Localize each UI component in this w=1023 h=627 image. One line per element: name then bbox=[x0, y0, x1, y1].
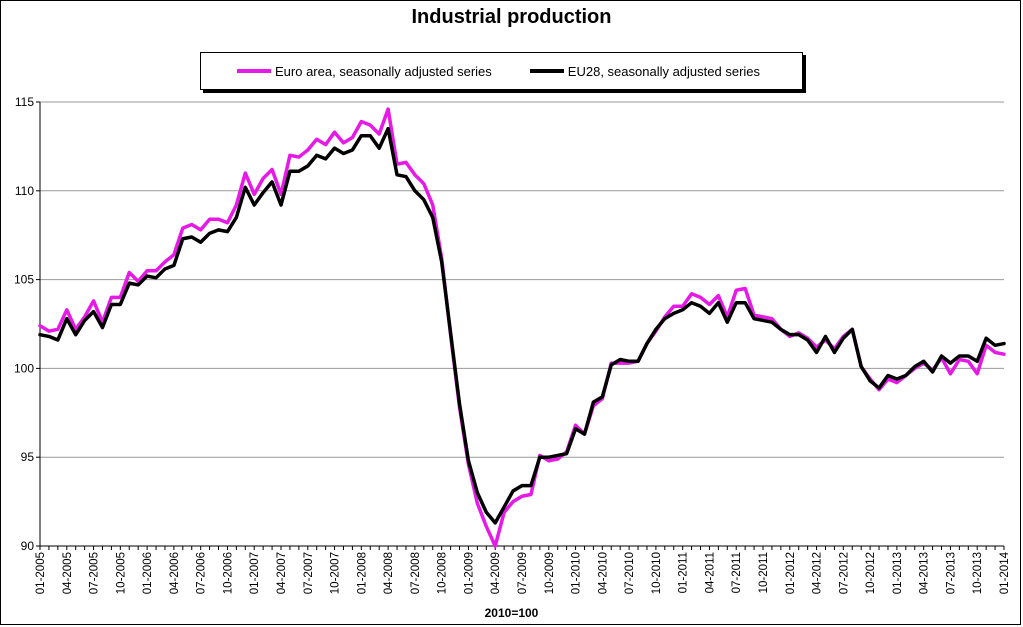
x-axis-label: 2010=100 bbox=[484, 606, 539, 620]
x-tick-label: 07-2008 bbox=[410, 552, 422, 594]
x-tick-label: 10-2009 bbox=[544, 552, 556, 594]
legend: Euro area, seasonally adjusted series EU… bbox=[200, 52, 803, 90]
x-tick-label: 04-2006 bbox=[169, 552, 181, 594]
legend-swatch-eu28 bbox=[529, 69, 564, 73]
gridlines bbox=[40, 101, 1004, 458]
x-tick-label: 01-2008 bbox=[356, 552, 368, 594]
y-tick-label: 90 bbox=[21, 539, 35, 553]
x-tick-label: 04-2008 bbox=[383, 552, 395, 594]
x-tick-label: 07-2007 bbox=[303, 552, 315, 594]
x-tick-label: 07-2010 bbox=[624, 552, 636, 594]
x-tick-label: 01-2007 bbox=[249, 552, 261, 594]
x-tick-label: 04-2011 bbox=[704, 552, 716, 593]
legend-item-euro-area: Euro area, seasonally adjusted series bbox=[237, 64, 492, 79]
series-line-eu28 bbox=[38, 126, 1006, 525]
x-tick-label: 07-2011 bbox=[731, 552, 743, 593]
x-tick-label: 01-2011 bbox=[678, 552, 690, 593]
legend-label-euro-area: Euro area, seasonally adjusted series bbox=[275, 63, 492, 79]
legend-swatch-euro-area bbox=[237, 69, 271, 73]
series-lines bbox=[38, 107, 1006, 548]
x-tick-label: 04-2010 bbox=[597, 552, 609, 594]
x-tick-label: 07-2012 bbox=[838, 552, 850, 594]
x-tick-label: 10-2008 bbox=[437, 552, 449, 594]
x-tick-label: 10-2006 bbox=[222, 552, 234, 594]
chart-title: Industrial production bbox=[411, 6, 612, 28]
x-tick-label: 07-2009 bbox=[517, 552, 529, 594]
x-tick-label: 01-2009 bbox=[463, 552, 475, 594]
y-tick-label: 110 bbox=[15, 184, 34, 198]
x-tick-label: 07-2005 bbox=[89, 552, 101, 594]
x-tick-label: 10-2010 bbox=[651, 552, 663, 594]
x-tick-label: 04-2005 bbox=[62, 552, 74, 594]
axes: 90 95 100 105 110 115 01-2005 04-2005 07-2005 10-… bbox=[14, 95, 1011, 594]
x-tick-label: 10-2012 bbox=[865, 552, 877, 594]
x-tick-label: 07-2013 bbox=[945, 552, 957, 594]
x-tick-label: 10-2013 bbox=[972, 552, 984, 594]
x-tick-label: 10-2007 bbox=[330, 552, 342, 594]
x-tick-label: 10-2005 bbox=[115, 552, 127, 594]
legend-item-eu28: EU28, seasonally adjusted series bbox=[529, 63, 761, 79]
x-tick-label: 01-2013 bbox=[892, 552, 904, 594]
y-tick-label: 100 bbox=[14, 361, 34, 375]
x-tick-label: 01-2010 bbox=[571, 552, 583, 594]
legend-label-eu28: EU28, seasonally adjusted series bbox=[567, 63, 761, 79]
y-tick-label: 105 bbox=[14, 273, 34, 287]
x-tick-label: 01-2014 bbox=[999, 551, 1011, 594]
x-tick-label: 04-2013 bbox=[919, 552, 931, 594]
x-tick-label: 01-2005 bbox=[35, 552, 47, 594]
y-tick-label: 95 bbox=[21, 450, 35, 464]
series-line-euro-area bbox=[38, 107, 1006, 548]
x-tick-label: 01-2006 bbox=[142, 552, 154, 594]
y-tick-label: 115 bbox=[15, 95, 34, 109]
x-tick-label: 07-2006 bbox=[196, 552, 208, 594]
x-tick-label: 10-2011 bbox=[758, 552, 770, 593]
x-tick-label: 01-2012 bbox=[785, 552, 797, 594]
x-tick-label: 04-2009 bbox=[490, 552, 502, 594]
x-tick-label: 04-2012 bbox=[812, 552, 824, 594]
x-tick-label: 04-2007 bbox=[276, 552, 288, 594]
